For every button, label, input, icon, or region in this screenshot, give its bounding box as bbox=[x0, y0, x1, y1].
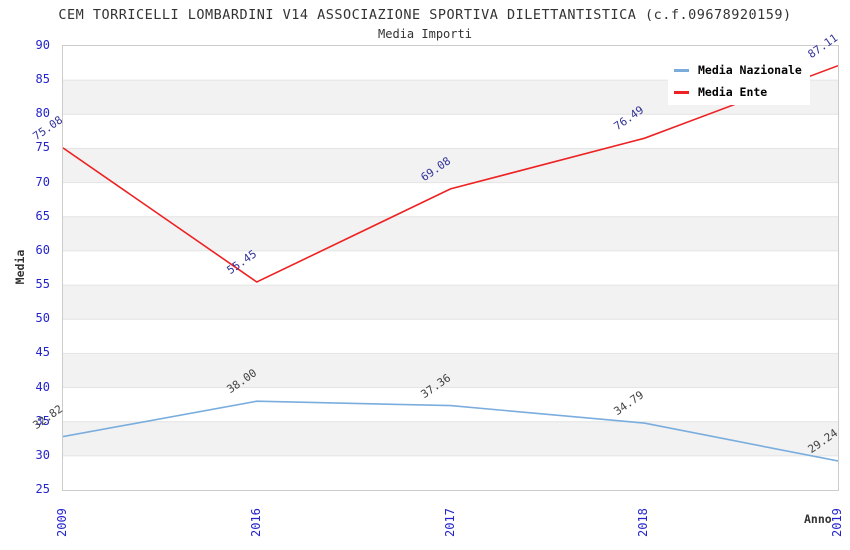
y-tick-label: 25 bbox=[35, 482, 50, 496]
legend-swatch-icon bbox=[674, 68, 689, 72]
legend-label: Media Ente bbox=[698, 85, 768, 99]
plot-band bbox=[63, 216, 838, 251]
y-tick-label: 80 bbox=[35, 106, 50, 121]
plot-band bbox=[63, 148, 838, 183]
y-tick-label: 70 bbox=[35, 174, 50, 189]
chart-subtitle: Media Importi bbox=[378, 27, 472, 41]
legend-swatch-icon bbox=[674, 90, 689, 94]
plot-band bbox=[63, 285, 838, 320]
y-tick-label: 60 bbox=[35, 242, 50, 257]
plot-area bbox=[62, 45, 839, 491]
x-tick-label: 2009 bbox=[55, 508, 69, 537]
series-line-1 bbox=[63, 64, 838, 283]
plot-band bbox=[63, 353, 838, 388]
legend-label: Media Nazionale bbox=[698, 63, 802, 77]
y-tick-label: 90 bbox=[35, 38, 50, 52]
y-tick-label: 40 bbox=[35, 379, 50, 394]
plot-canvas bbox=[63, 64, 838, 462]
series-line-0 bbox=[63, 400, 838, 462]
x-tick-label: 2017 bbox=[442, 508, 457, 537]
y-tick-label: 75 bbox=[35, 140, 50, 155]
legend-item-0: Media Nazionale bbox=[674, 63, 804, 77]
x-tick-label: 2016 bbox=[248, 508, 263, 537]
legend-item-1: Media Ente bbox=[674, 85, 804, 99]
legend: Media Nazionale Media Ente bbox=[668, 56, 810, 105]
y-tick-label: 30 bbox=[35, 447, 50, 462]
x-tick-label: 2019 bbox=[830, 508, 844, 537]
y-tick-label: 50 bbox=[35, 311, 50, 326]
y-tick-label: 45 bbox=[35, 345, 50, 360]
y-tick-label: 55 bbox=[35, 277, 50, 292]
x-tick-label: 2018 bbox=[636, 508, 651, 537]
plot-band bbox=[63, 421, 838, 456]
chart-title: CEM TORRICELLI LOMBARDINI V14 ASSOCIAZIO… bbox=[58, 7, 792, 23]
y-tick-label: 85 bbox=[35, 72, 50, 87]
y-tick-label: 35 bbox=[35, 413, 50, 428]
x-axis-title: Anno bbox=[804, 512, 832, 526]
y-tick-label: 65 bbox=[35, 208, 50, 223]
